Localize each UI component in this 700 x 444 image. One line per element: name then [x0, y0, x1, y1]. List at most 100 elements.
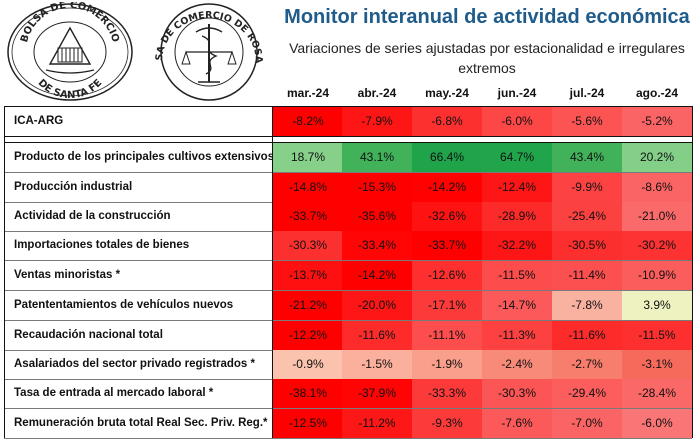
value-cell: -14.7%	[482, 291, 552, 320]
value-cell: -9.3%	[412, 409, 482, 438]
value-cell: -28.9%	[482, 202, 552, 231]
value-cell: 43.1%	[342, 143, 412, 172]
value-cell: -21.0%	[622, 202, 692, 231]
value-cell: -11.4%	[552, 261, 622, 290]
value-cell: -25.4%	[552, 202, 622, 231]
value-cell: -9.9%	[552, 173, 622, 202]
value-cell: -37.9%	[342, 379, 412, 408]
value-cell: -30.3%	[273, 231, 343, 260]
value-cell: -33.7%	[412, 231, 482, 260]
value-cell: -11.3%	[482, 321, 552, 350]
value-cell: -7.9%	[342, 107, 412, 136]
column-header: mar.-24	[286, 86, 330, 100]
bolsa-rosario-seal: BOLSA DE COMERCIO DE ROSARIO	[144, 2, 274, 102]
row-label: Recaudación nacional total	[14, 329, 163, 341]
value-cell: -5.6%	[552, 107, 622, 136]
value-cell: 18.7%	[273, 143, 343, 172]
value-cell: -6.0%	[622, 409, 692, 438]
value-cell: -7.6%	[482, 409, 552, 438]
value-cell: -11.5%	[482, 261, 552, 290]
row-label: Remuneración bruta total Real Sec. Priv.…	[14, 417, 268, 429]
row-label: Ventas minoristas *	[14, 269, 121, 281]
page-subtitle: Variaciones de series ajustadas por esta…	[289, 40, 685, 76]
value-cell: 43.4%	[552, 143, 622, 172]
value-cell: -2.4%	[482, 350, 552, 379]
value-cell: -12.5%	[273, 409, 343, 438]
value-cell: -38.1%	[273, 379, 343, 408]
value-cell: -8.6%	[622, 173, 692, 202]
value-cell: -30.5%	[552, 231, 622, 260]
row-divider	[4, 136, 692, 137]
value-cell: -6.8%	[412, 107, 482, 136]
column-header: may.-24	[425, 86, 469, 100]
value-cell: -1.5%	[342, 350, 412, 379]
value-cell: -8.2%	[273, 107, 343, 136]
value-cell: -30.3%	[482, 379, 552, 408]
value-cell: -14.2%	[342, 261, 412, 290]
value-cell: -35.6%	[342, 202, 412, 231]
value-cell: -11.6%	[342, 321, 412, 350]
bolsa-santa-fe-seal: BOLSA DE COMERCIO DE SANTA FE	[6, 2, 134, 102]
row-divider	[4, 290, 692, 291]
section-divider	[4, 142, 692, 143]
value-cell: 66.4%	[412, 143, 482, 172]
value-cell: -15.3%	[342, 173, 412, 202]
value-cell: -7.8%	[552, 291, 622, 320]
value-cell: -12.2%	[273, 321, 343, 350]
row-divider	[4, 408, 692, 409]
row-divider	[4, 260, 692, 261]
value-cell: -33.3%	[412, 379, 482, 408]
row-label: Patententamientos de vehículos nuevos	[14, 299, 234, 311]
value-cell: 64.7%	[482, 143, 552, 172]
value-cell: -29.4%	[552, 379, 622, 408]
value-cell: -2.7%	[552, 350, 622, 379]
table-top-border	[4, 106, 692, 107]
value-cell: -12.4%	[482, 173, 552, 202]
row-label: Producto de los principales cultivos ext…	[14, 151, 272, 163]
column-header: ago.-24	[635, 86, 678, 100]
value-cell: -5.2%	[622, 107, 692, 136]
value-cell: -20.0%	[342, 291, 412, 320]
column-header: jul.-24	[569, 86, 605, 100]
value-cell: -11.1%	[412, 321, 482, 350]
value-cell: -11.2%	[342, 409, 412, 438]
logos-area: BOLSA DE COMERCIO DE SANTA FE BOLSA DE C…	[4, 2, 276, 102]
value-cell: -32.2%	[482, 231, 552, 260]
row-label: Importaciones totales de bienes	[14, 239, 190, 251]
value-cell: -3.1%	[622, 350, 692, 379]
value-cell: -14.2%	[412, 173, 482, 202]
value-cell: -12.6%	[412, 261, 482, 290]
row-label: Actividad de la construcción	[14, 210, 171, 222]
value-cell: -14.8%	[273, 173, 343, 202]
row-label: ICA-ARG	[14, 115, 64, 127]
table-vertical-border	[692, 106, 693, 438]
value-cell: -13.7%	[273, 261, 343, 290]
value-cell: -30.2%	[622, 231, 692, 260]
row-label: Producción industrial	[14, 181, 133, 193]
value-cell: -10.9%	[622, 261, 692, 290]
value-cell: -17.1%	[412, 291, 482, 320]
row-divider	[4, 172, 692, 173]
value-cell: -32.6%	[412, 202, 482, 231]
value-cell: 3.9%	[622, 291, 692, 320]
row-divider	[4, 438, 692, 439]
value-cell: 20.2%	[622, 143, 692, 172]
row-label: Asalariados del sector privado registrad…	[14, 358, 255, 370]
page-title: Monitor interanual de actividad económic…	[284, 6, 690, 28]
value-cell: -1.9%	[412, 350, 482, 379]
value-cell: -7.0%	[552, 409, 622, 438]
value-cell: -28.4%	[622, 379, 692, 408]
value-cell: -0.9%	[273, 350, 343, 379]
column-header: jun.-24	[497, 86, 537, 100]
value-cell: -33.4%	[342, 231, 412, 260]
column-header: abr.-24	[357, 86, 397, 100]
value-cell: -11.6%	[552, 321, 622, 350]
value-cell: -21.2%	[273, 291, 343, 320]
row-divider	[4, 320, 692, 321]
table-vertical-border	[4, 106, 5, 438]
value-cell: -6.0%	[482, 107, 552, 136]
table-vertical-border	[272, 106, 273, 438]
value-cell: -33.7%	[273, 202, 343, 231]
value-cell: -11.5%	[622, 321, 692, 350]
row-label: Tasa de entrada al mercado laboral *	[14, 387, 214, 399]
